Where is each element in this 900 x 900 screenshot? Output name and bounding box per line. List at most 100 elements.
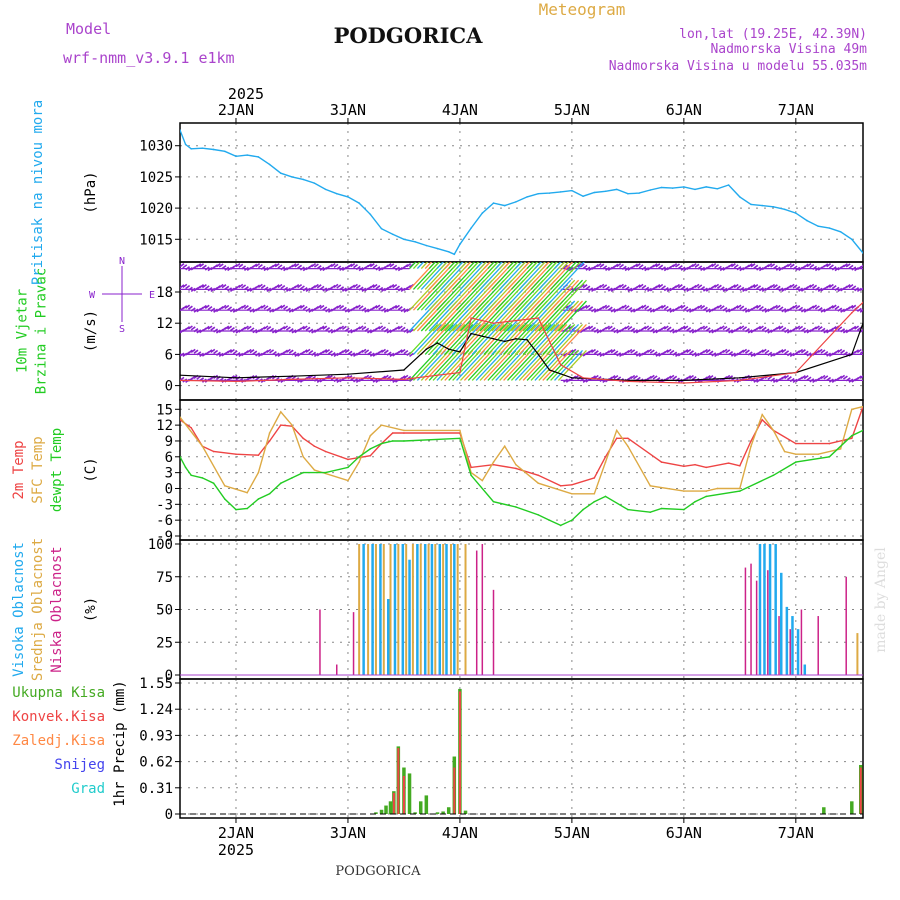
bar-clouds-1 — [442, 544, 445, 675]
data-point-temperature-1 — [761, 413, 764, 416]
data-point-temperature-2 — [257, 498, 260, 500]
storm-barb — [456, 262, 464, 270]
compass-e: E — [149, 290, 155, 301]
bar-clouds-1 — [374, 544, 377, 675]
storm-barb — [550, 300, 580, 332]
data-point-pressure-0 — [604, 190, 607, 193]
data-point-pressure-0 — [515, 201, 517, 203]
data-point-temperature-1 — [783, 450, 786, 453]
plot-area-temperature — [180, 405, 863, 527]
data-point-temperature-2 — [828, 456, 831, 458]
data-point-pressure-0 — [391, 233, 394, 236]
storm-barb — [420, 262, 429, 270]
storm-barb — [436, 323, 466, 355]
data-point-temperature-0 — [571, 483, 573, 486]
data-point-wind-1 — [683, 382, 685, 384]
storm-barb — [534, 262, 542, 270]
bar-clouds-1 — [389, 544, 392, 675]
data-point-pressure-0 — [761, 204, 764, 207]
panel-clouds: 0 25 50 75 100 (%) Visoka Oblacnost Srednja Obl… — [11, 537, 864, 684]
bar-clouds-2 — [430, 544, 434, 675]
data-point-temperature-2 — [694, 500, 696, 503]
storm-barb — [432, 262, 441, 270]
coords-label: lon,lat (19.25E, 42.39N) — [679, 27, 867, 42]
storm-barb — [479, 349, 509, 381]
storm-barb — [542, 349, 572, 381]
data-point-pressure-0 — [727, 184, 730, 186]
storm-barb — [456, 349, 486, 381]
side-label-precip-1: Konvek.Kisa — [12, 709, 105, 725]
data-point-pressure-0 — [403, 238, 405, 241]
bar-clouds-2 — [438, 544, 442, 675]
data-point-temperature-1 — [705, 490, 708, 492]
watermark: made by Angel — [873, 547, 889, 653]
storm-barb — [471, 262, 480, 270]
storm-barb — [550, 323, 580, 355]
storm-barb — [546, 262, 554, 270]
bar-clouds-0 — [744, 567, 747, 675]
data-point-temperature-1 — [223, 485, 226, 487]
side-label-pressure-0: Pritisak na nivou mora — [30, 100, 46, 285]
bar-clouds-0 — [750, 563, 752, 675]
data-point-wind-1 — [403, 378, 405, 381]
storm-barb — [499, 349, 529, 381]
storm-barb — [491, 262, 499, 270]
storm-barb — [530, 262, 539, 270]
data-point-pressure-0 — [615, 188, 618, 191]
data-point-temperature-0 — [727, 462, 730, 464]
storm-barb — [510, 349, 540, 381]
data-point-wind-0 — [851, 353, 853, 356]
bar-clouds-0 — [767, 570, 769, 675]
bar-precip-0 — [822, 807, 826, 814]
bar-clouds-2 — [785, 606, 789, 675]
page-title: PODGORICA — [334, 23, 484, 48]
data-point-wind-0 — [459, 351, 461, 353]
bar-clouds-2 — [768, 544, 772, 675]
storm-barb — [436, 262, 445, 270]
bar-clouds-2 — [416, 544, 419, 675]
storm-barb — [440, 349, 470, 381]
data-point-temperature-1 — [839, 448, 842, 450]
storm-barb — [448, 323, 478, 355]
side-label-temperature-0: 2m Temp — [11, 440, 27, 499]
data-point-pressure-0 — [851, 238, 853, 241]
time-axis: 202520252JAN2JAN3JAN3JAN4JAN4JAN5JAN5JAN… — [218, 85, 814, 859]
bar-precip-0 — [379, 809, 384, 814]
storm-barb — [475, 349, 505, 381]
data-point-pressure-0 — [223, 150, 226, 153]
data-point-pressure-0 — [649, 189, 652, 191]
ylabel-pressure: (hPa) — [83, 171, 99, 213]
storm-barb — [554, 300, 584, 332]
data-point-pressure-0 — [750, 203, 752, 206]
day-label-top-4: 6JAN — [666, 101, 702, 119]
data-point-pressure-0 — [862, 252, 863, 254]
ytick-label-wind-3: 18 — [156, 285, 173, 301]
data-point-temperature-0 — [180, 419, 181, 421]
data-point-temperature-2 — [180, 456, 181, 458]
data-point-pressure-0 — [492, 202, 495, 204]
bar-clouds-2 — [401, 544, 405, 675]
storm-barb — [409, 262, 417, 270]
storm-barb — [428, 262, 437, 270]
storm-barb — [510, 262, 519, 270]
data-point-temperature-0 — [212, 450, 215, 453]
data-point-temperature-1 — [257, 471, 260, 474]
series-line-wind-0 — [180, 322, 863, 381]
ytick-label-clouds-3: 75 — [156, 570, 173, 586]
data-point-temperature-0 — [470, 466, 472, 469]
bar-clouds-0 — [336, 664, 338, 675]
storm-barb — [518, 349, 548, 381]
data-point-pressure-0 — [380, 227, 383, 230]
data-point-pressure-0 — [638, 192, 640, 194]
bar-precip-1 — [392, 792, 395, 814]
ylabel-precip: 1hr Precip (mm) — [112, 680, 128, 806]
data-point-wind-0 — [436, 342, 439, 344]
data-point-temperature-2 — [571, 519, 573, 521]
data-point-temperature-2 — [358, 456, 360, 458]
bar-clouds-2 — [780, 572, 783, 675]
data-point-temperature-2 — [515, 506, 517, 508]
data-point-temperature-1 — [862, 405, 863, 408]
data-point-temperature-0 — [694, 463, 696, 466]
storm-barb — [546, 262, 574, 290]
